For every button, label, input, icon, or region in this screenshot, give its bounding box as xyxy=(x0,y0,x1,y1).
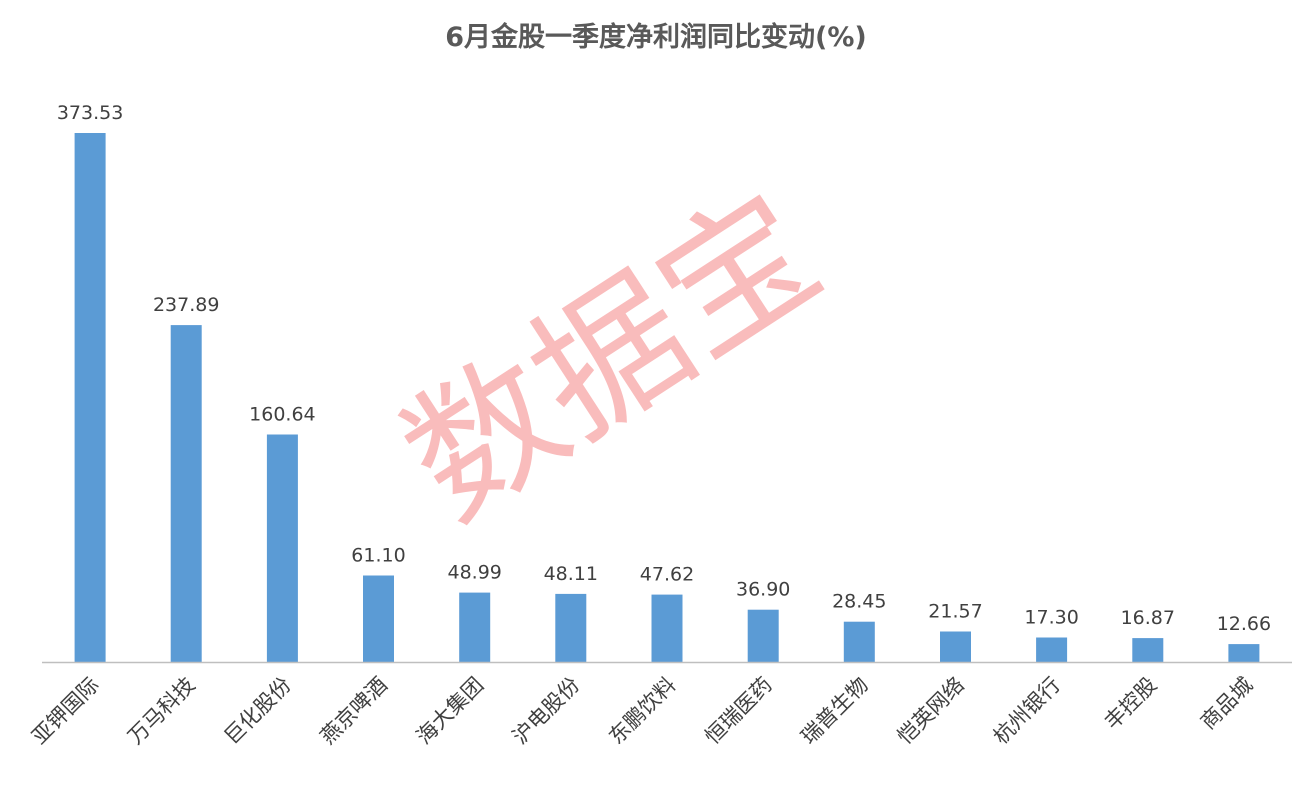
value-label-9: 28.45 xyxy=(832,591,886,613)
bar-11 xyxy=(1036,637,1068,662)
category-label-7: 东鹏饮料 xyxy=(604,673,680,749)
category-label-1: 亚钾国际 xyxy=(27,673,103,749)
value-label-10: 21.57 xyxy=(928,601,982,623)
category-label-10: 恺英网络 xyxy=(893,673,969,749)
value-label-6: 48.11 xyxy=(544,563,598,585)
bar-8 xyxy=(747,609,779,662)
bar-5 xyxy=(459,592,491,662)
bar-12 xyxy=(1132,638,1164,662)
value-label-1: 373.53 xyxy=(57,102,123,124)
category-label-2: 万马科技 xyxy=(123,673,199,749)
value-label-12: 16.87 xyxy=(1121,607,1175,629)
value-labels-layer: 373.53 237.89 160.64 61.10 48.99 48.11 47.62 36… xyxy=(57,102,1271,635)
value-label-5: 48.99 xyxy=(447,562,501,584)
category-label-12: 丰控股 xyxy=(1100,673,1162,735)
value-label-4: 61.10 xyxy=(351,545,405,567)
value-label-7: 47.62 xyxy=(640,564,694,586)
bar-4 xyxy=(363,575,394,662)
bar-1 xyxy=(74,133,106,662)
category-label-3: 巨化股份 xyxy=(220,673,296,749)
category-label-4: 燕京啤酒 xyxy=(316,673,392,749)
category-label-13: 商品城 xyxy=(1196,673,1258,735)
bars-layer xyxy=(74,133,1260,662)
category-label-11: 杭州银行 xyxy=(989,673,1065,749)
bar-9 xyxy=(843,621,875,662)
bar-10 xyxy=(940,631,971,662)
category-labels-layer: 亚钾国际 万马科技 巨化股份 燕京啤酒 海大集团 沪电股份 东鹏饮料 恒瑞医药 瑞普生物 恺英网络… xyxy=(27,673,1257,749)
watermark-text: 数据宝 xyxy=(376,162,848,553)
category-label-8: 恒瑞医药 xyxy=(700,673,776,749)
bar-3 xyxy=(266,434,298,662)
bar-13 xyxy=(1228,644,1260,662)
category-label-5: 海大集团 xyxy=(412,673,488,749)
value-label-3: 160.64 xyxy=(249,404,315,426)
bar-2 xyxy=(170,325,202,662)
bar-6 xyxy=(555,593,587,662)
value-label-11: 17.30 xyxy=(1024,607,1078,629)
category-label-6: 沪电股份 xyxy=(508,673,584,749)
value-label-8: 36.90 xyxy=(736,579,790,601)
chart-title: 6月金股一季度净利润同比变动(%) xyxy=(445,21,867,53)
value-label-13: 12.66 xyxy=(1217,613,1271,635)
value-label-2: 237.89 xyxy=(153,294,219,316)
category-label-9: 瑞普生物 xyxy=(796,673,872,749)
bar-7 xyxy=(651,594,683,662)
